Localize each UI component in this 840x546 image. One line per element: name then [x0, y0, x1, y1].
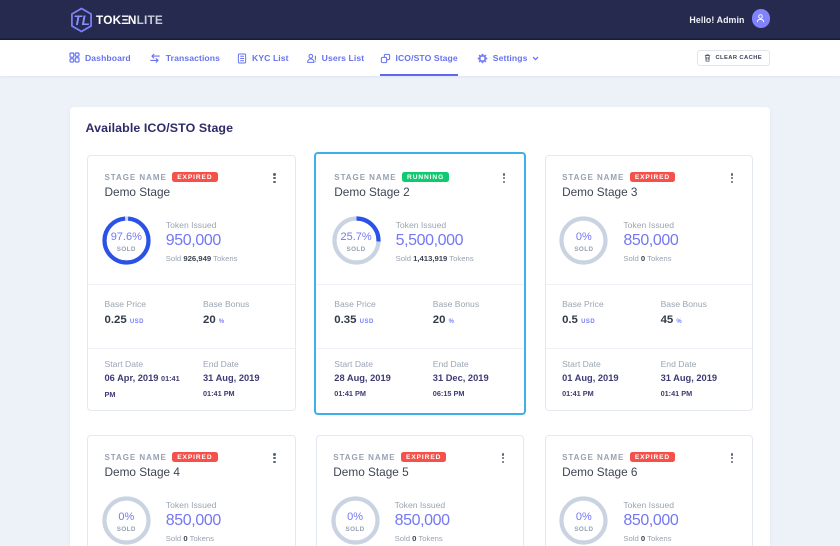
svg-text:TL: TL	[73, 12, 89, 27]
